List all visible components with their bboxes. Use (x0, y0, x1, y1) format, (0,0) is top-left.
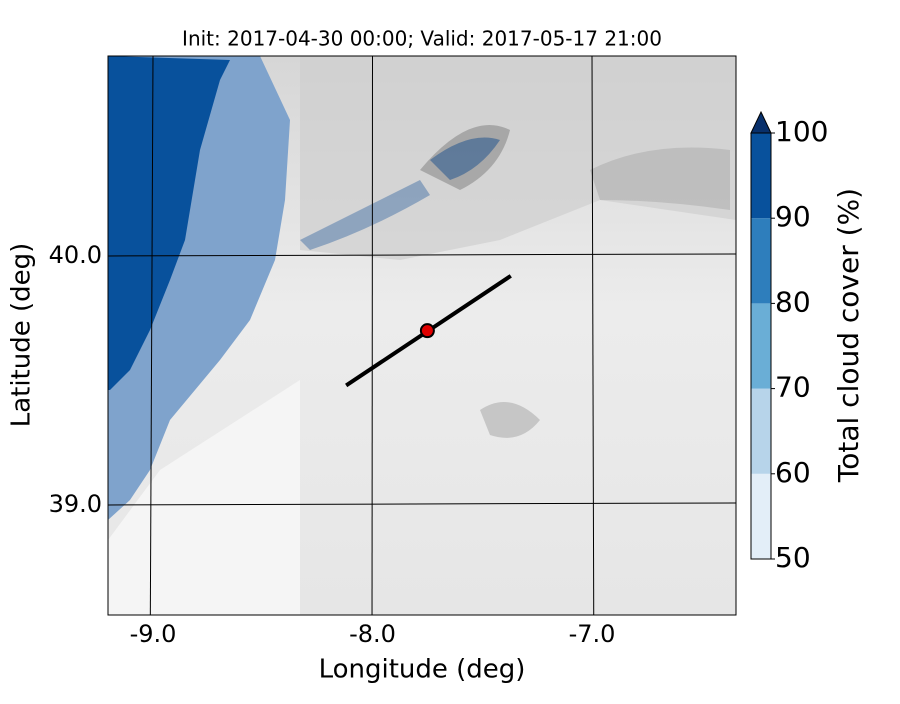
colorbar-extend (751, 112, 771, 133)
colorbar-bin (751, 474, 771, 559)
colorbar-bin (751, 303, 771, 388)
y-tick-label: 40.0 (49, 241, 102, 269)
y-tick-label: 39.0 (49, 490, 102, 518)
x-tick-label: -9.0 (130, 620, 177, 648)
colorbar-label: Total cloud cover (%) (832, 188, 865, 483)
x-tick-label: -8.0 (349, 620, 396, 648)
y-axis-label: Latitude (deg) (7, 243, 37, 428)
location-point (421, 324, 434, 337)
colorbar-tick-label: 70 (775, 371, 811, 404)
x-axis-label: Longitude (deg) (319, 655, 526, 685)
colorbar-tick-label: 80 (775, 285, 811, 318)
colorbar-bin (751, 389, 771, 474)
colorbar-bin (751, 133, 771, 218)
colorbar-bin (751, 218, 771, 303)
colorbar-tick-label: 90 (775, 200, 811, 233)
colorbar-tick-label: 50 (775, 541, 811, 574)
colorbar-tick-label: 100 (775, 115, 828, 148)
x-tick-label: -7.0 (569, 620, 616, 648)
title: Init: 2017-04-30 00:00; Valid: 2017-05-1… (182, 27, 662, 51)
colorbar-tick-label: 60 (775, 456, 811, 489)
